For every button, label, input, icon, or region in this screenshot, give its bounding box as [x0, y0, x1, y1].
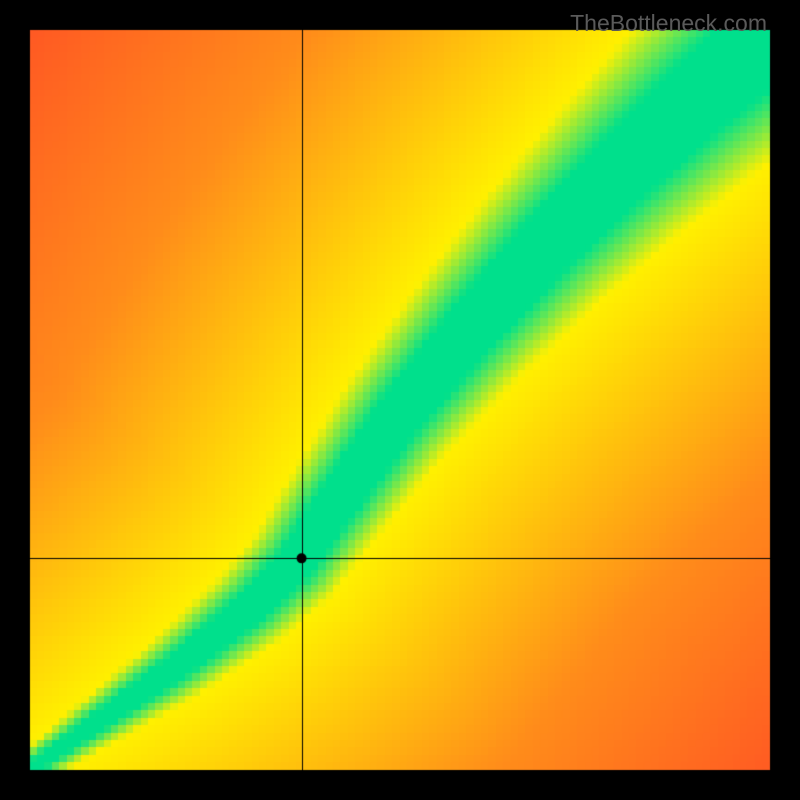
watermark-text: TheBottleneck.com [570, 10, 767, 37]
bottleneck-heatmap [0, 0, 800, 800]
